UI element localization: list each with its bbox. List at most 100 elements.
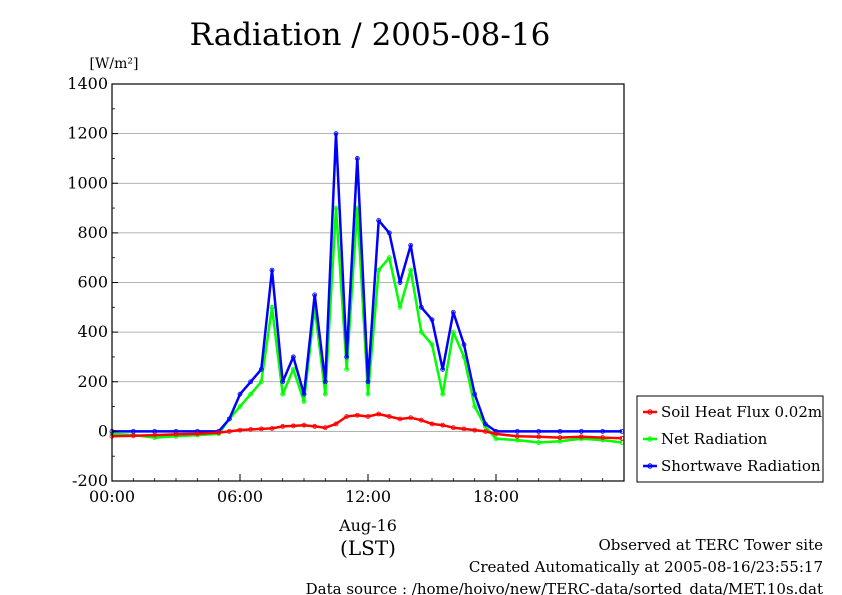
- legend-marker: [647, 436, 653, 442]
- data-point: [514, 428, 520, 434]
- x-tick-label: 12:00: [345, 487, 391, 506]
- x-tick-label: 06:00: [217, 487, 263, 506]
- data-point: [493, 431, 499, 437]
- legend: Soil Heat Flux 0.02m Net Radiation Shortwa…: [636, 395, 824, 483]
- series-lines: [109, 131, 625, 445]
- data-point: [429, 342, 435, 347]
- axis-ticks: -200 0 200 400 600 800 1000 1200 1400 00:00 06:00 1…: [67, 74, 604, 506]
- data-point: [226, 428, 232, 434]
- y-tick-label: 200: [77, 372, 108, 391]
- data-point: [344, 354, 350, 360]
- data-point: [280, 379, 286, 385]
- data-point: [418, 304, 424, 310]
- data-point: [130, 433, 136, 439]
- data-point: [194, 431, 200, 437]
- chart-title: Radiation / 2005-08-16: [190, 17, 551, 53]
- data-point: [248, 426, 254, 432]
- data-point: [312, 292, 318, 298]
- data-point: [173, 431, 179, 437]
- data-point: [578, 434, 584, 440]
- y-tick-label: 1200: [67, 124, 108, 143]
- data-point: [450, 309, 456, 315]
- data-point: [269, 267, 275, 273]
- data-point: [482, 428, 488, 434]
- data-point: [258, 379, 264, 385]
- data-point: [258, 426, 264, 432]
- y-tick-label: 800: [77, 223, 108, 242]
- data-point: [322, 425, 328, 431]
- data-point: [386, 230, 392, 236]
- series-line: [111, 412, 622, 440]
- data-point: [536, 428, 542, 434]
- x-tick-label: 18:00: [473, 487, 519, 506]
- footer-created: Created Automatically at 2005-08-16/23:5…: [469, 558, 823, 576]
- data-point: [269, 304, 275, 310]
- data-point: [429, 421, 435, 427]
- data-point: [600, 435, 606, 440]
- data-point: [397, 280, 403, 285]
- data-point: [461, 426, 467, 432]
- y-axis-unit: [W/m²]: [90, 56, 139, 72]
- data-point: [600, 428, 606, 434]
- footer-site: Observed at TERC Tower site: [598, 536, 823, 554]
- y-tick-label: 1400: [67, 74, 108, 93]
- y-tick-label: 600: [77, 273, 108, 292]
- data-point: [130, 428, 136, 434]
- legend-box: [636, 395, 824, 483]
- data-point: [386, 255, 392, 261]
- data-point: [557, 435, 563, 440]
- data-point: [258, 366, 264, 372]
- legend-label: Shortwave Radiation: [661, 457, 821, 475]
- data-point: [365, 379, 371, 385]
- data-point: [333, 421, 339, 427]
- data-point: [354, 412, 360, 418]
- data-point: [312, 424, 318, 429]
- data-point: [493, 436, 499, 442]
- x-date-label: Aug-16: [338, 516, 397, 535]
- data-point: [290, 423, 296, 429]
- data-point: [322, 391, 328, 397]
- legend-marker: [647, 409, 653, 415]
- data-point: [397, 304, 403, 310]
- data-point: [418, 417, 424, 423]
- data-point: [248, 379, 254, 385]
- data-point: [450, 425, 456, 431]
- data-point: [472, 404, 478, 409]
- y-tick-label: 400: [77, 322, 108, 341]
- data-point: [269, 425, 275, 431]
- data-point: [365, 414, 371, 419]
- data-point: [514, 433, 520, 439]
- y-tick-label: 1000: [67, 173, 108, 192]
- data-point: [461, 342, 467, 347]
- data-point: [472, 427, 478, 433]
- data-point: [237, 404, 243, 409]
- data-point: [290, 366, 296, 372]
- data-point: [536, 434, 542, 440]
- grid: [112, 83, 624, 482]
- data-point: [344, 366, 350, 372]
- data-point: [301, 399, 307, 405]
- data-point: [301, 391, 307, 397]
- data-point: [322, 379, 328, 385]
- data-point: [344, 414, 350, 419]
- data-point: [301, 422, 307, 428]
- series-line: [111, 206, 623, 444]
- data-point: [248, 391, 254, 397]
- data-point: [152, 432, 158, 438]
- data-point: [226, 416, 232, 422]
- data-point: [354, 156, 360, 161]
- data-point: [333, 131, 339, 137]
- legend-marker: [647, 463, 653, 469]
- legend-label: Soil Heat Flux 0.02m: [661, 403, 822, 421]
- data-point: [536, 440, 542, 445]
- data-point: [216, 430, 222, 436]
- data-point: [472, 391, 478, 397]
- data-point: [280, 424, 286, 429]
- data-point: [237, 391, 243, 397]
- x-tick-label: 00:00: [89, 487, 135, 506]
- x-axis-label: (LST): [340, 536, 396, 560]
- data-point: [386, 414, 392, 419]
- data-point: [237, 427, 243, 433]
- y-tick-label: -200: [72, 471, 108, 490]
